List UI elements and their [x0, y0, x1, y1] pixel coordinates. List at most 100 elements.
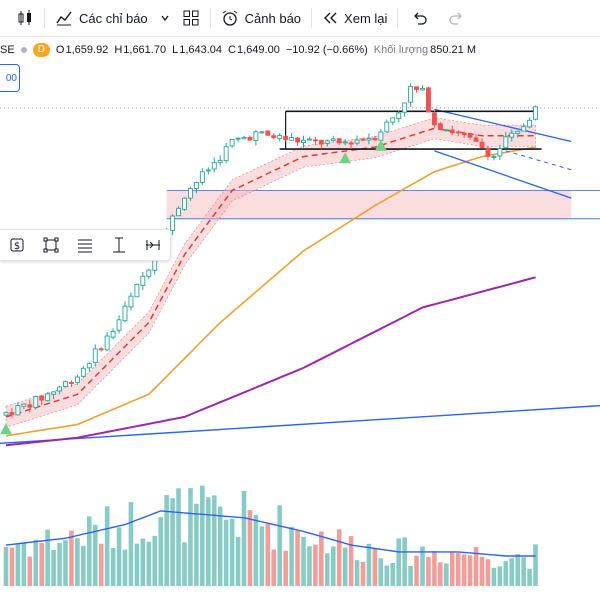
volume-bar — [360, 561, 366, 586]
vertical-measure-icon — [113, 237, 125, 253]
candle-body — [170, 215, 176, 231]
toolbar-divider — [311, 8, 313, 28]
volume-bar — [92, 524, 98, 586]
volume-bar — [449, 551, 455, 586]
price-range-tool[interactable] — [142, 234, 164, 256]
demand-zone — [166, 190, 572, 219]
volume-bar — [473, 547, 479, 586]
candle-body — [15, 405, 21, 416]
volume-bar — [295, 530, 300, 586]
grid-layout-icon — [183, 10, 199, 26]
volume-bar — [396, 538, 401, 586]
volume-bar — [33, 539, 39, 586]
volume-bar — [51, 549, 56, 586]
fib-retracement-tool[interactable] — [74, 234, 96, 256]
undo-icon — [414, 12, 428, 25]
undo-button[interactable] — [402, 0, 438, 36]
volume-bar — [313, 544, 318, 586]
candle-type-button[interactable] — [0, 0, 40, 36]
volume-bar — [336, 529, 342, 586]
volume-bar — [69, 530, 74, 586]
candle-body — [527, 119, 533, 128]
volume-bar — [3, 547, 9, 586]
volume-bar — [438, 562, 443, 586]
candle-body — [199, 171, 205, 183]
volume-bar — [110, 547, 116, 586]
volume-bar — [217, 506, 223, 586]
volume-bar — [509, 558, 515, 586]
volume-bar — [194, 503, 199, 586]
volume-bar — [307, 546, 312, 586]
volume-bar — [497, 566, 503, 586]
ema-long-line — [5, 276, 536, 447]
candle-body — [402, 102, 408, 113]
candle-body — [182, 197, 187, 210]
volume-bar — [21, 543, 27, 586]
high-value: 1,661.70 — [123, 44, 167, 56]
volume-bar — [378, 558, 384, 586]
candle-body — [390, 117, 396, 123]
volume-bar — [426, 556, 431, 586]
alert-button[interactable]: Cảnh báo — [215, 0, 307, 36]
ema-short-ribbon — [5, 117, 536, 428]
volume-bar — [444, 563, 449, 586]
rewind-icon — [324, 12, 337, 24]
low-label: L — [172, 44, 179, 56]
volume-bar — [235, 536, 241, 586]
volume-bar — [301, 536, 306, 586]
candle-body — [503, 136, 509, 149]
volume-bar — [211, 495, 217, 586]
redo-button[interactable] — [438, 0, 474, 36]
symbol-suffix[interactable]: SE — [0, 44, 15, 56]
chevron-down-icon — [161, 15, 169, 22]
indicators-dropdown[interactable] — [154, 0, 176, 36]
close-label: C — [228, 44, 236, 56]
volume-bar — [87, 516, 92, 586]
volume-bar — [247, 510, 253, 586]
volume-bar — [170, 498, 175, 586]
candle-body — [27, 404, 33, 408]
volume-bar — [354, 560, 360, 586]
price-label-tool[interactable]: $ — [6, 234, 28, 256]
close-value: 1,649.00 — [237, 44, 280, 56]
volume-bar — [146, 541, 152, 586]
channel-bottom-line — [434, 150, 572, 199]
volume-bar — [253, 514, 259, 586]
candle-body — [92, 348, 98, 364]
channel-top-line — [434, 108, 572, 143]
price-chart[interactable] — [0, 36, 600, 600]
drawing-toolbar: $ — [0, 229, 171, 261]
candle-body — [68, 382, 74, 384]
rectangle-icon — [43, 237, 59, 253]
volume-label: Khối lượng — [373, 44, 429, 56]
replay-button[interactable]: Xem lại — [316, 0, 393, 36]
open-value: 1,659.92 — [65, 44, 109, 56]
indicators-button[interactable]: Các chỉ báo — [49, 0, 154, 36]
candle-body — [74, 376, 80, 383]
date-range-tool[interactable] — [108, 234, 130, 256]
candle-body — [122, 305, 128, 322]
ohlc-legend: SE D O 1,659.92 H 1,661.70 L 1,643.04 C 1,64… — [0, 40, 482, 60]
price-scale-tag[interactable]: 00 — [0, 64, 20, 92]
candle-body — [461, 132, 467, 136]
rectangle-tool[interactable] — [40, 234, 62, 256]
candle-body — [271, 135, 277, 139]
layout-button[interactable] — [176, 0, 206, 36]
candle-body — [378, 131, 384, 141]
volume-bar — [503, 561, 509, 586]
candle-body — [521, 126, 527, 132]
volume-bar — [81, 545, 86, 586]
toolbar-divider — [397, 8, 399, 28]
candle-body — [116, 319, 122, 331]
candle-body — [330, 138, 336, 141]
volume-bar — [104, 506, 110, 586]
candle-body — [21, 403, 27, 407]
replay-label: Xem lại — [344, 10, 388, 26]
volume-bar — [75, 538, 80, 586]
volume-bar — [27, 556, 33, 586]
price-change: −10.92 (−0.66%) — [285, 44, 368, 56]
candle-body — [301, 139, 306, 143]
volume-bar — [521, 557, 526, 586]
candle-body — [9, 412, 15, 415]
candle-body — [176, 207, 182, 217]
